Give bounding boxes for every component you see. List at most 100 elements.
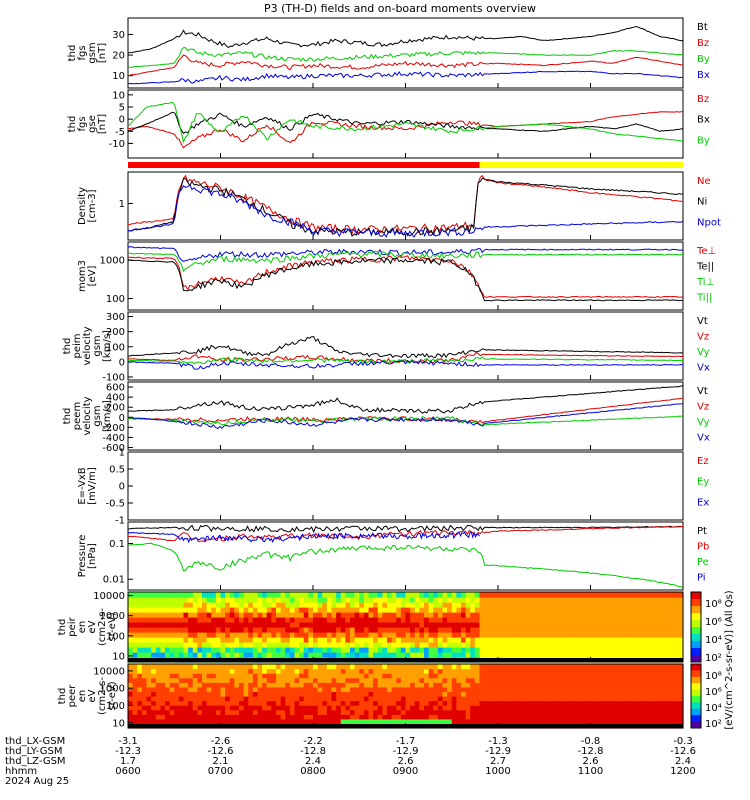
heatmap-cell <box>604 668 610 674</box>
heatmap-cell <box>442 592 448 598</box>
heatmap-cell <box>419 664 425 670</box>
heatmap-cell <box>618 647 624 653</box>
heatmap-cell <box>262 696 268 702</box>
x-axis-value: -2.6 <box>211 736 231 747</box>
heatmap-cell <box>567 682 573 688</box>
heatmap-cell <box>507 709 513 715</box>
heatmap-cell <box>382 617 388 623</box>
heatmap-cell <box>308 647 314 653</box>
heatmap-cell <box>641 696 647 702</box>
heatmap-cell <box>336 617 342 623</box>
y-tick-label: 0 <box>119 413 125 424</box>
heatmap-cell <box>664 612 670 618</box>
legend-entry: Ex <box>697 497 709 508</box>
heatmap-cell <box>165 705 171 711</box>
heatmap-cell <box>442 627 448 633</box>
heatmap-cell <box>165 696 171 702</box>
heatmap-cell <box>479 691 485 697</box>
heatmap-cell <box>447 714 453 720</box>
colorbar-tick-label: 10⁸ <box>705 599 722 610</box>
heatmap-cell <box>576 691 582 697</box>
heatmap-cell <box>289 612 296 618</box>
heatmap-cell <box>229 647 235 653</box>
heatmap-cell <box>576 652 582 658</box>
heatmap-cell <box>354 642 360 648</box>
heatmap-cell <box>299 682 305 688</box>
heatmap-cell <box>659 682 666 688</box>
heatmap-cell <box>516 632 522 638</box>
heatmap-cell <box>636 652 642 658</box>
heatmap-cell <box>303 617 309 623</box>
heatmap-cell <box>299 597 305 603</box>
heatmap-cell <box>178 637 185 643</box>
y-axis-label: thd <box>62 338 73 355</box>
heatmap-cell <box>146 709 152 715</box>
heatmap-cell <box>354 673 360 679</box>
heatmap-cell <box>174 627 180 633</box>
heatmap-cell <box>451 714 457 720</box>
heatmap-cell <box>331 602 337 608</box>
heatmap-cell <box>350 632 356 638</box>
heatmap-cell <box>151 637 157 643</box>
heatmap-cell <box>322 622 328 628</box>
heatmap-cell <box>613 709 619 715</box>
heatmap-cell <box>585 664 592 670</box>
heatmap-cell <box>470 705 476 711</box>
heatmap-cell <box>442 607 448 613</box>
heatmap-cell <box>437 682 444 688</box>
heatmap-cell <box>160 617 166 623</box>
heatmap-cell <box>400 602 407 608</box>
heatmap-cell <box>484 718 490 725</box>
heatmap-cell <box>507 664 513 670</box>
heatmap-cell <box>562 607 568 613</box>
heatmap-cell <box>451 668 457 674</box>
heatmap-cell <box>590 627 596 633</box>
heatmap-cell <box>433 642 439 648</box>
heatmap-cell <box>363 632 370 638</box>
heatmap-cell <box>498 647 504 653</box>
heatmap-cell <box>655 642 661 648</box>
heatmap-cell <box>336 612 342 618</box>
heatmap-cell <box>414 622 420 628</box>
heatmap-cell <box>442 691 448 697</box>
heatmap-cell <box>368 686 374 693</box>
heatmap-cell <box>664 714 670 720</box>
heatmap-cell <box>511 682 518 688</box>
heatmap-cell <box>437 622 444 628</box>
heatmap-cell <box>192 700 198 706</box>
heatmap-cell <box>368 602 374 608</box>
heatmap-cell <box>382 622 388 628</box>
heatmap-cell <box>234 673 240 679</box>
heatmap-cell <box>331 705 337 711</box>
heatmap-cell <box>655 691 661 697</box>
heatmap-cell <box>354 607 360 613</box>
heatmap-cell <box>192 627 198 633</box>
heatmap-cell <box>636 673 642 679</box>
heatmap-cell <box>641 705 647 711</box>
heatmap-cell <box>414 627 420 633</box>
heatmap-cell <box>539 696 545 702</box>
heatmap-cell <box>678 709 684 715</box>
colorbar-cell <box>691 708 701 716</box>
heatmap-cell <box>387 622 393 628</box>
heatmap-cell <box>160 592 166 598</box>
heatmap-cell <box>595 617 601 623</box>
heatmap-cell <box>585 718 592 725</box>
heatmap-cell <box>622 696 629 702</box>
heatmap-cell <box>544 627 550 633</box>
heatmap-cell <box>530 607 536 613</box>
heatmap-cell <box>308 622 314 628</box>
heatmap-cell <box>155 642 161 648</box>
heatmap-cell <box>516 691 522 697</box>
heatmap-cell <box>345 652 351 658</box>
heatmap-cell <box>215 652 222 658</box>
heatmap-cell <box>220 597 226 603</box>
heatmap-cell <box>553 622 559 628</box>
heatmap-cell <box>678 592 684 598</box>
x-axis-value: 1000 <box>485 766 510 777</box>
heatmap-cell <box>567 686 573 693</box>
heatmap-cell <box>428 637 434 643</box>
heatmap-cell <box>636 677 642 683</box>
heatmap-cell <box>229 627 235 633</box>
